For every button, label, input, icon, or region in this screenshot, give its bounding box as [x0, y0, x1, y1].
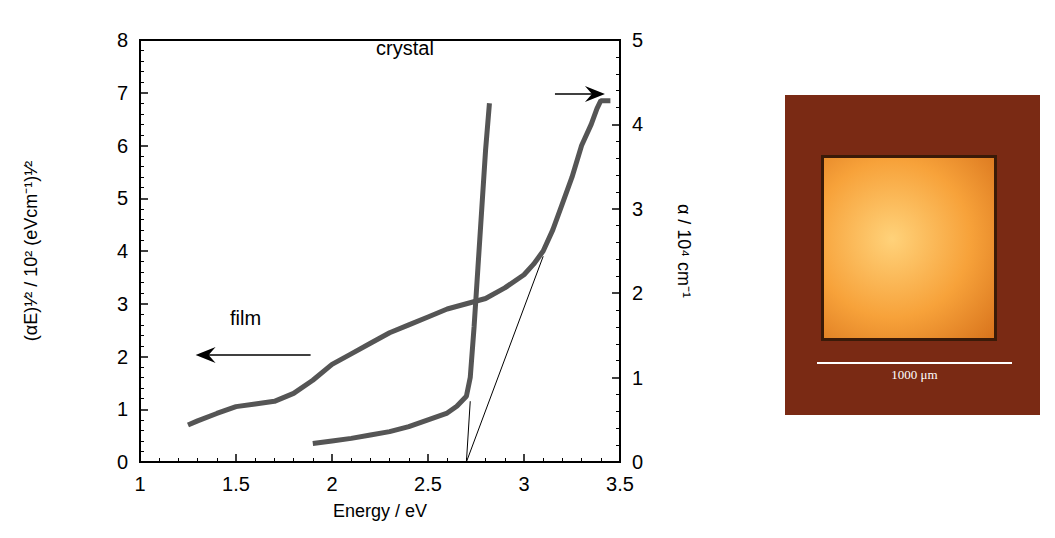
svg-text:7: 7 [117, 82, 128, 104]
svg-text:3: 3 [518, 473, 529, 495]
svg-text:Energy / eV: Energy / eV [333, 501, 427, 521]
svg-text:3.5: 3.5 [606, 473, 634, 495]
svg-text:0: 0 [632, 451, 643, 473]
svg-text:0: 0 [117, 451, 128, 473]
svg-text:3: 3 [117, 293, 128, 315]
svg-text:3: 3 [632, 198, 643, 220]
svg-text:2.5: 2.5 [414, 473, 442, 495]
svg-text:5: 5 [117, 187, 128, 209]
svg-text:1: 1 [117, 398, 128, 420]
svg-text:1.5: 1.5 [222, 473, 250, 495]
svg-text:2: 2 [326, 473, 337, 495]
svg-text:1: 1 [632, 367, 643, 389]
svg-text:film: film [230, 307, 261, 329]
svg-text:4: 4 [632, 113, 643, 135]
svg-text:1: 1 [134, 473, 145, 495]
svg-text:crystal: crystal [376, 37, 434, 59]
svg-text:(αE)¹⁄² / 10² (eVcm⁻¹)¹⁄²: (αE)¹⁄² / 10² (eVcm⁻¹)¹⁄² [21, 161, 41, 341]
svg-text:2: 2 [632, 282, 643, 304]
svg-text:6: 6 [117, 135, 128, 157]
svg-text:8: 8 [117, 29, 128, 51]
html-text:1000 μm: 1000 μm [891, 367, 938, 382]
svg-text:α / 10⁴ cm⁻¹: α / 10⁴ cm⁻¹ [674, 204, 694, 298]
svg-text:2: 2 [117, 346, 128, 368]
svg-text:4: 4 [117, 240, 128, 262]
svg-text:5: 5 [632, 29, 643, 51]
